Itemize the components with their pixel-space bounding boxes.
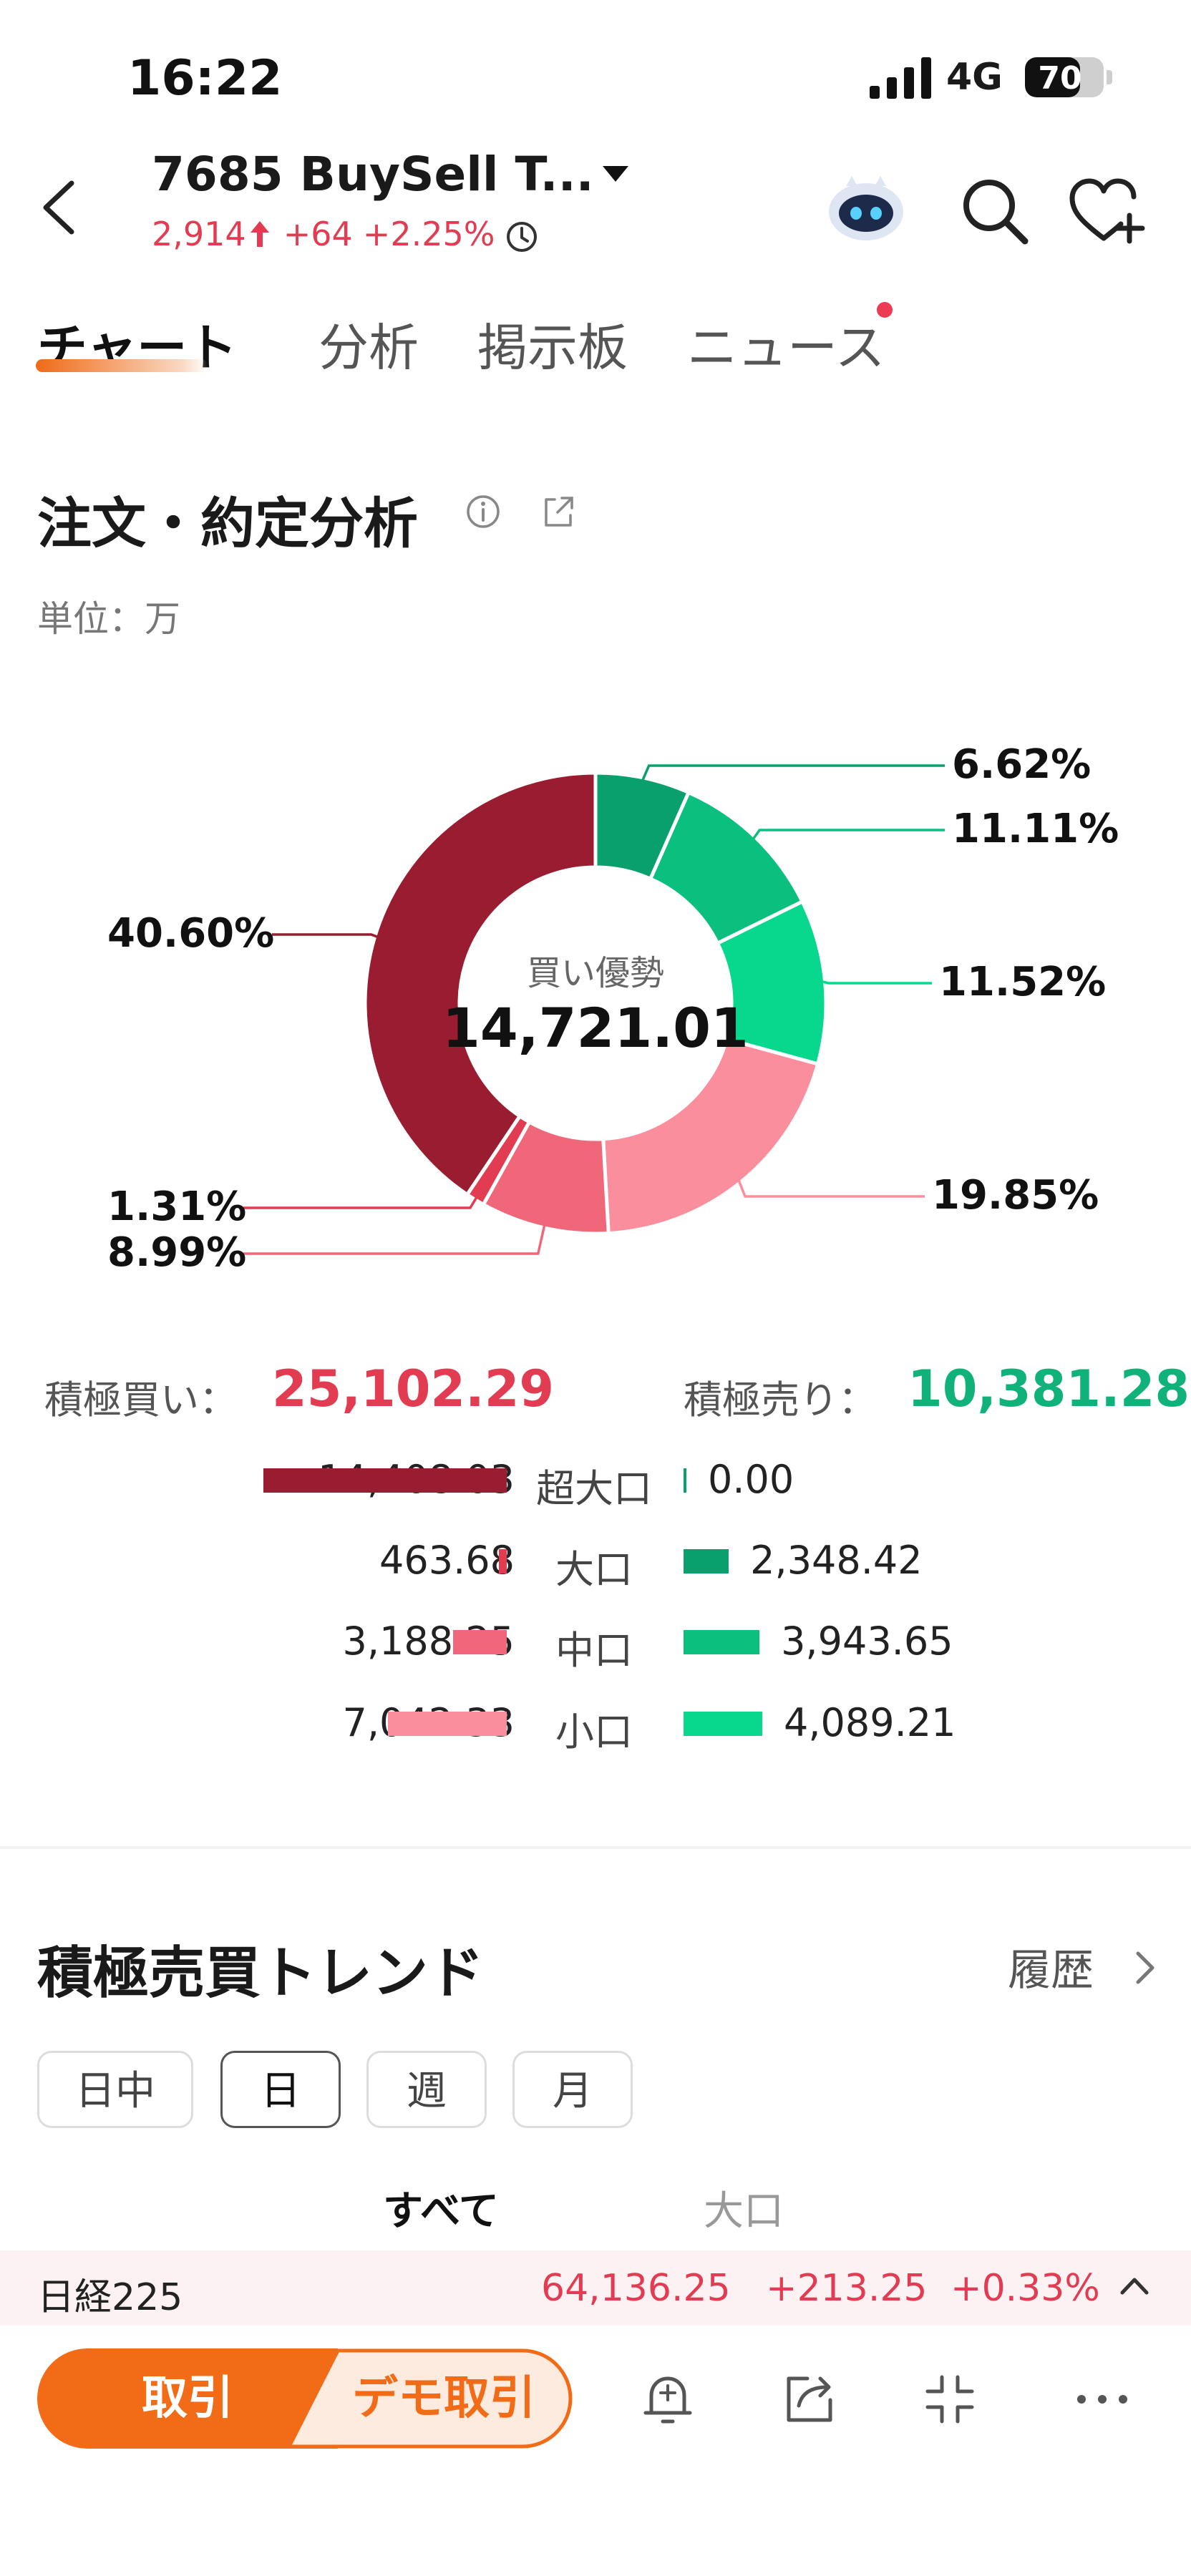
pct-label-small-buy: 19.85%: [932, 1172, 1099, 1219]
active-sell-value: 10,381.28: [908, 1360, 1190, 1418]
ai-assistant-icon[interactable]: [825, 172, 908, 243]
xlarge-sell-bar: [684, 1468, 686, 1493]
subtab-all[interactable]: すべて: [383, 2188, 499, 2235]
donut-leader-line: [737, 1179, 925, 1198]
demo-trade-button[interactable]: [286, 2348, 573, 2449]
search-icon[interactable]: [959, 175, 1031, 247]
medium-label: 中口: [555, 1628, 633, 1673]
donut-leader-line: [243, 1196, 478, 1209]
more-icon[interactable]: [1070, 2367, 1134, 2431]
donut-center-value: 14,721.01: [442, 996, 749, 1060]
active-buy-value: 25,102.29: [272, 1360, 555, 1418]
small-buy-bar: [387, 1712, 507, 1736]
index-change: +213.25: [766, 2267, 928, 2310]
medium-buy-bar: [452, 1630, 507, 1654]
signal-icon: [870, 57, 934, 99]
share-icon[interactable]: [540, 494, 576, 530]
price-change: +64: [283, 215, 353, 253]
status-time: 16:22: [127, 50, 283, 107]
tab-news[interactable]: ニュース: [687, 318, 885, 377]
alert-bell-icon[interactable]: [636, 2367, 700, 2431]
price-change-pct: +2.25%: [362, 215, 495, 253]
donut-leader-line: [822, 980, 932, 985]
notification-dot: [877, 302, 893, 318]
subtab-large[interactable]: 大口: [704, 2188, 784, 2235]
xlarge-label: 超大口: [536, 1466, 652, 1511]
index-ticker-bar[interactable]: [0, 2250, 1191, 2326]
large-sell-value: 2,348.42: [750, 1538, 923, 1583]
xlarge-sell-value: 0.00: [708, 1457, 794, 1502]
xlarge-buy-bar: [263, 1468, 507, 1493]
period-day[interactable]: 日: [220, 2051, 341, 2128]
clock-icon: [507, 221, 538, 252]
period-intraday[interactable]: 日中: [37, 2051, 193, 2128]
large-buy-bar: [499, 1549, 507, 1574]
donut-leader-line: [272, 933, 379, 939]
trend-title: 積極売買トレンド: [37, 1941, 485, 2006]
pct-label-large-buy: 1.31%: [107, 1184, 247, 1230]
arrow-up-icon: [250, 221, 269, 247]
period-month[interactable]: 月: [512, 2051, 633, 2128]
active-buy-label: 積極買い：: [44, 1377, 238, 1423]
section-title: 注文・約定分析: [37, 492, 418, 555]
order-analysis-donut-chart: [243, 764, 945, 1255]
section-divider: [0, 1846, 1191, 1849]
small-label: 小口: [555, 1709, 633, 1755]
add-to-watchlist-icon[interactable]: [1066, 175, 1145, 247]
donut-center-label: 買い優勢: [526, 953, 664, 993]
large-sell-bar: [684, 1549, 729, 1574]
history-link[interactable]: 履歴: [1008, 1946, 1094, 1996]
donut-leader-line: [641, 764, 945, 781]
stock-title[interactable]: 7685 BuySell T...: [152, 147, 594, 202]
price-line: 2,914 +64 +2.25%: [152, 215, 539, 254]
period-week[interactable]: 週: [366, 2051, 487, 2128]
pct-label-small-sell: 11.52%: [939, 959, 1107, 1005]
unit-label: 単位：万: [37, 598, 180, 640]
pct-label-large-sell: 6.62%: [952, 741, 1092, 788]
info-icon[interactable]: [465, 494, 501, 530]
tab-analysis[interactable]: 分析: [319, 318, 419, 377]
trade-button-slant: [286, 2348, 338, 2449]
demo-trade-label[interactable]: デモ取引: [352, 2372, 535, 2425]
small-sell-bar: [684, 1712, 762, 1736]
tab-chart-underline: [36, 359, 208, 372]
donut-leader-line: [752, 829, 945, 840]
chevron-down-icon[interactable]: [603, 166, 628, 182]
medium-sell-value: 3,943.65: [781, 1619, 953, 1664]
small-sell-value: 4,089.21: [784, 1700, 956, 1745]
battery-icon: 70: [1025, 57, 1104, 97]
pct-label-xlarge-buy: 40.60%: [107, 910, 275, 957]
medium-sell-bar: [684, 1630, 760, 1654]
index-name: 日経225: [37, 2276, 183, 2319]
active-sell-label: 積極売り：: [684, 1377, 877, 1423]
index-change-pct: +0.33%: [951, 2267, 1100, 2310]
pct-label-medium-sell: 11.11%: [952, 806, 1119, 852]
large-buy-value: 463.68: [379, 1538, 515, 1583]
chevron-right-icon[interactable]: [1131, 1946, 1160, 1989]
network-type: 4G: [946, 56, 1003, 99]
donut-leader-line: [243, 1224, 546, 1255]
stock-price: 2,914: [152, 215, 246, 253]
battery-cap: [1107, 70, 1112, 84]
tab-board[interactable]: 掲示板: [477, 318, 628, 377]
donut-slice: [601, 1037, 820, 1236]
battery-level: 70: [1038, 60, 1082, 97]
collapse-icon[interactable]: [918, 2367, 982, 2431]
index-value: 64,136.25: [541, 2267, 731, 2310]
back-icon[interactable]: [37, 179, 80, 236]
pct-label-medium-buy: 8.99%: [107, 1229, 247, 1276]
large-label: 大口: [555, 1547, 633, 1592]
donut-slice: [363, 771, 598, 1197]
chevron-up-icon[interactable]: [1117, 2268, 1152, 2304]
share-icon[interactable]: [777, 2367, 842, 2431]
